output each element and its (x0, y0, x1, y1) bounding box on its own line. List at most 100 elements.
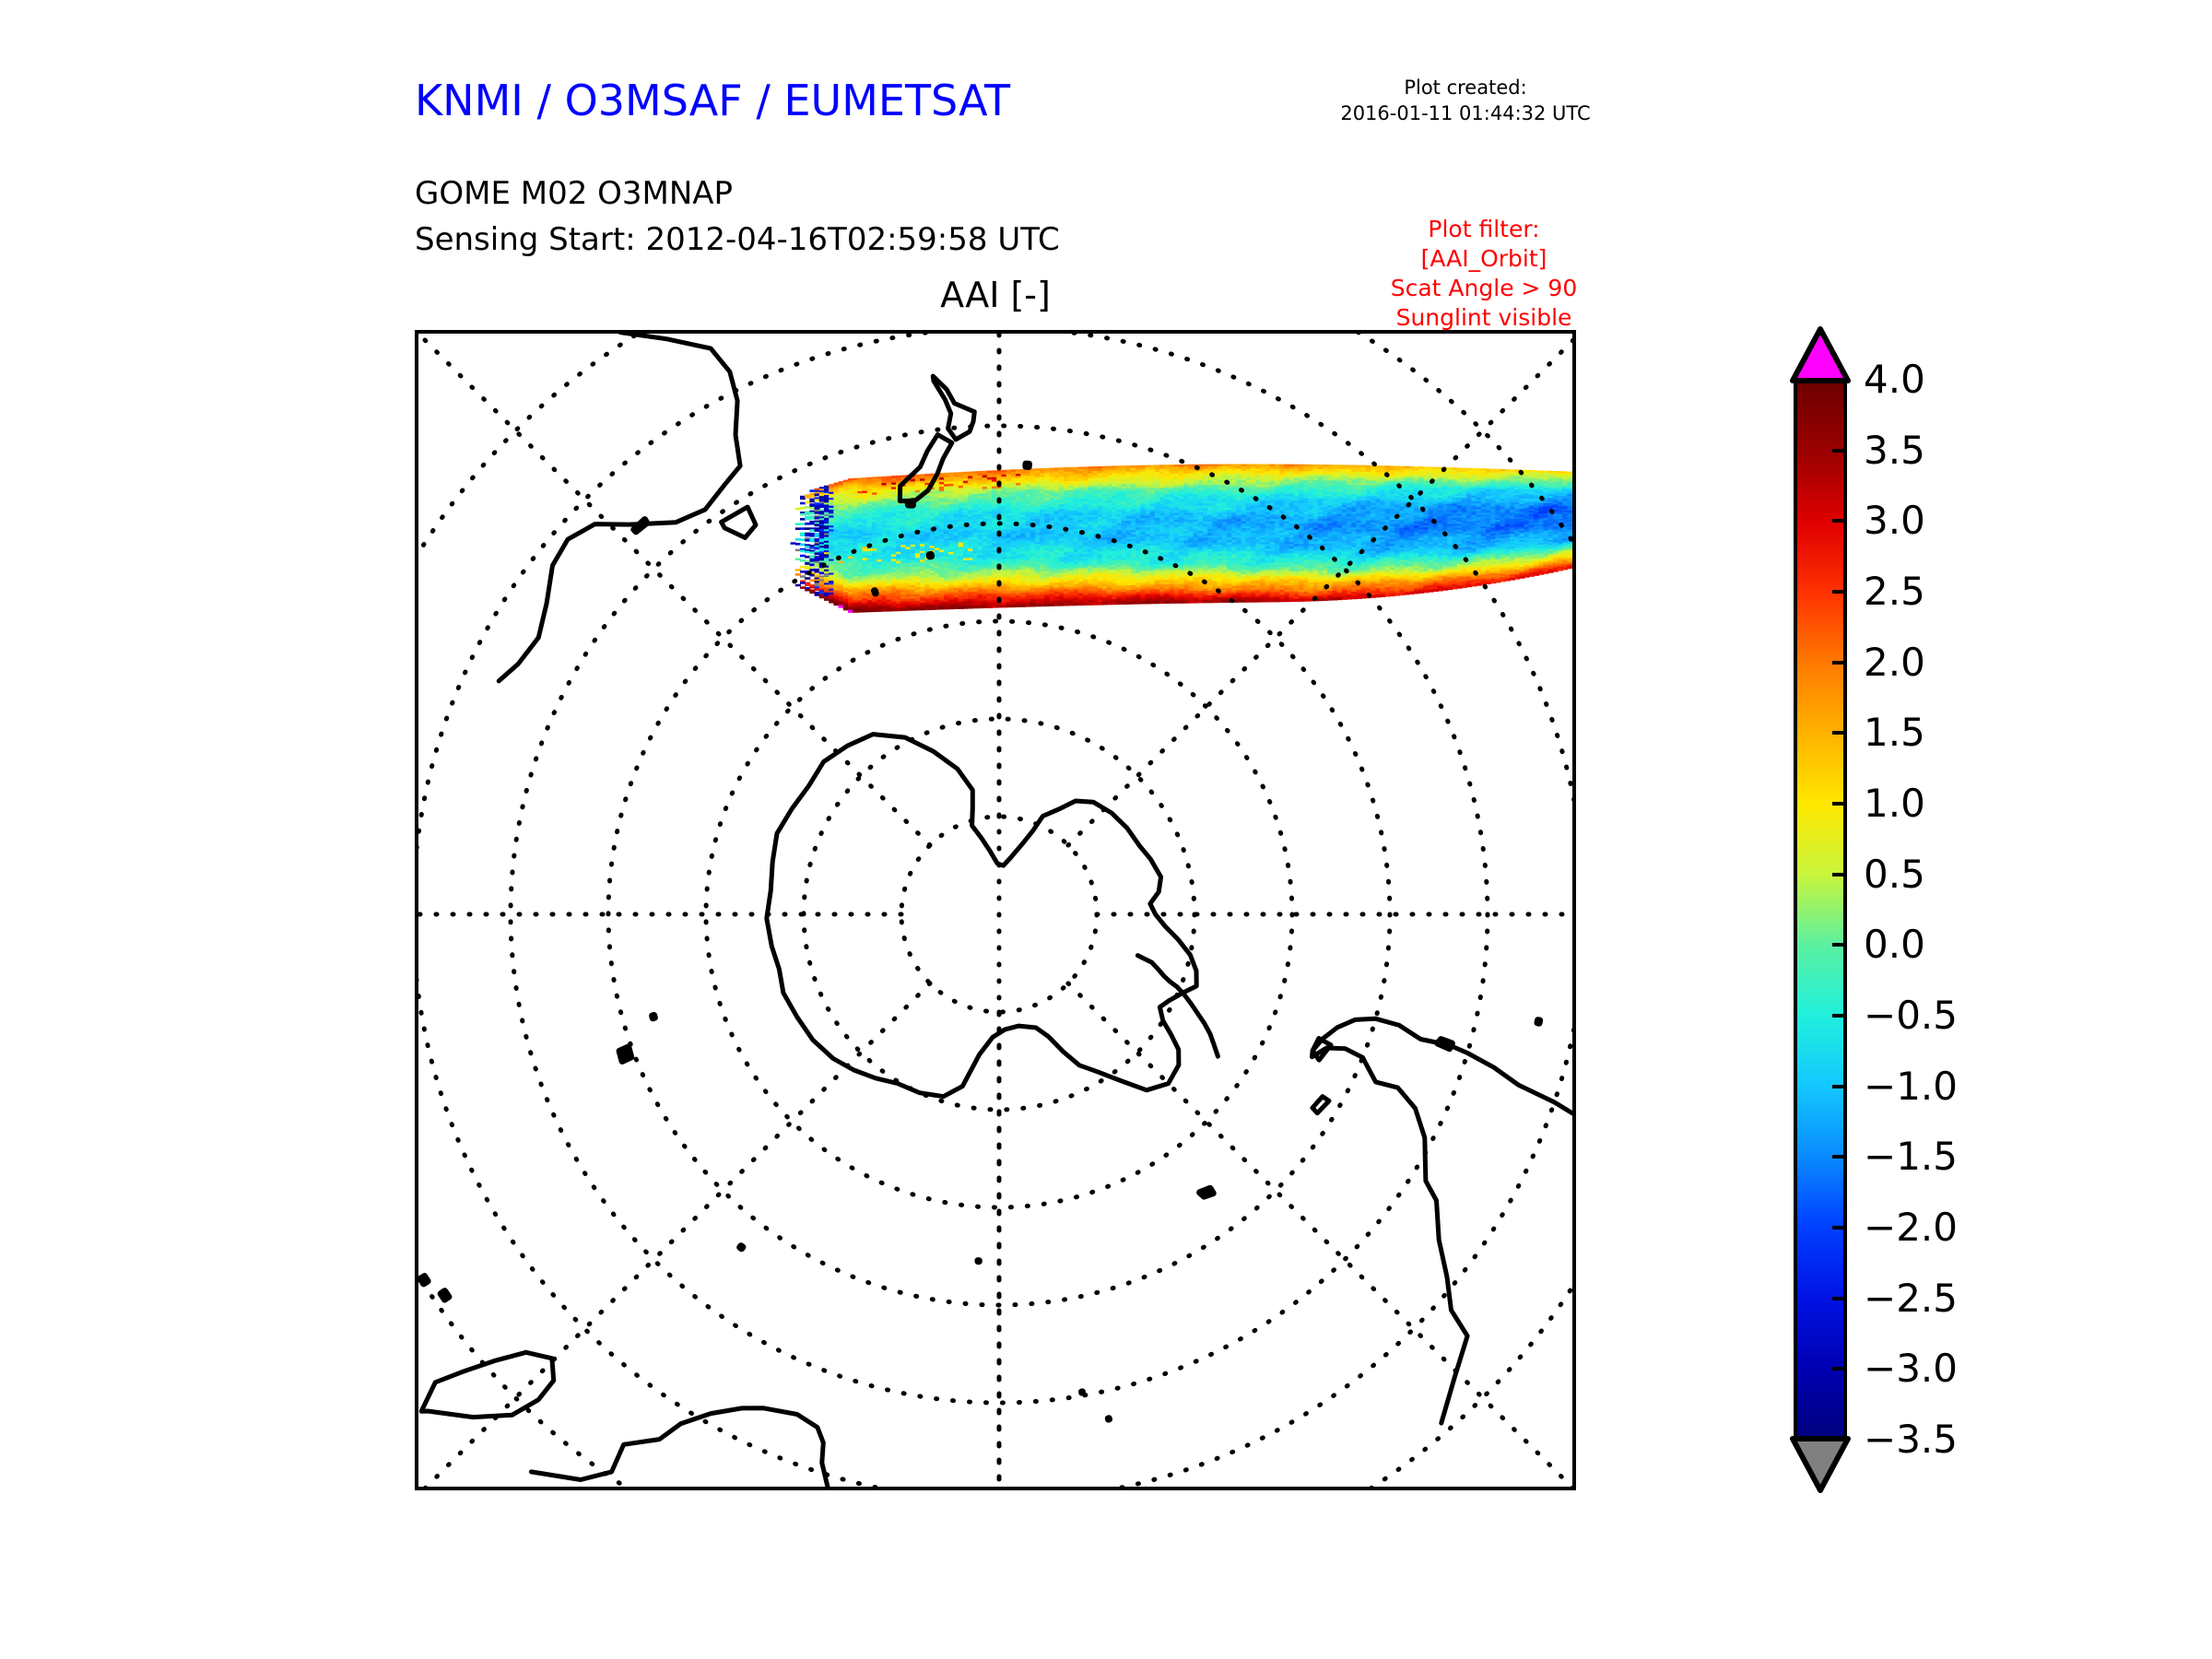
swath-cell (881, 480, 888, 485)
swath-cell (1121, 475, 1127, 478)
swath-cell (944, 570, 950, 573)
swath-cell (1116, 550, 1123, 555)
swath-cell (900, 540, 907, 544)
swath-cell (896, 529, 902, 533)
swath-cell (905, 520, 912, 524)
swath-cell (1097, 475, 1103, 479)
swath-cell (872, 548, 878, 552)
swath-cell (1149, 600, 1156, 605)
swath-cell (910, 477, 916, 480)
swath-cell (1193, 542, 1199, 547)
swath-cell (1064, 488, 1070, 491)
swath-cell (805, 587, 811, 590)
swath-cell (1197, 464, 1204, 468)
swath-cell (1053, 564, 1060, 568)
swath-cell (842, 521, 849, 524)
swath-cell (794, 507, 801, 511)
swath-cell (842, 484, 849, 488)
swath-cell (866, 595, 873, 599)
swath-cell (805, 565, 811, 569)
swath-cell (1068, 522, 1075, 526)
swath-cell (818, 522, 825, 525)
swath-cell (920, 548, 926, 552)
swath-cell (1125, 475, 1132, 478)
swath-cell (1034, 576, 1041, 580)
swath-cell (1049, 594, 1055, 597)
swath-cell (982, 580, 988, 583)
swath-cell (992, 568, 998, 572)
swath-cell (1044, 564, 1051, 568)
swath-cell (1155, 483, 1161, 487)
swath-cell (972, 480, 979, 484)
swath-cell (1044, 541, 1051, 545)
swath-cell (1006, 520, 1012, 524)
swath-cell (958, 503, 964, 507)
swath-cell (800, 565, 806, 569)
swath-cell (1068, 485, 1075, 489)
swath-cell (1083, 582, 1089, 585)
swath-cell (866, 524, 873, 528)
swath-cell (1040, 587, 1046, 591)
swath-cell (977, 516, 983, 520)
swath-cell (838, 569, 844, 572)
swath-cell (1068, 589, 1075, 593)
swath-cell (857, 589, 864, 593)
swath-cell (977, 592, 983, 595)
swath-cell (1107, 468, 1113, 472)
swath-cell (1001, 488, 1007, 491)
swath-cell (1112, 521, 1118, 524)
swath-cell (938, 545, 945, 549)
swath-cell (920, 566, 926, 571)
swath-cell (842, 523, 849, 526)
swath-cell (1064, 511, 1070, 514)
swath-cell (824, 487, 830, 490)
swath-cell (1145, 477, 1151, 480)
swath-cell (1101, 493, 1108, 498)
swath-cell (1145, 520, 1151, 524)
swath-cell (1203, 503, 1209, 507)
swath-cell (881, 571, 888, 574)
swath-cell (1088, 482, 1094, 486)
swath-cell (1140, 575, 1147, 579)
swath-cell (1125, 555, 1132, 559)
swath-cell (1097, 558, 1103, 562)
swath-cell (1107, 562, 1113, 566)
swath-cell (1058, 477, 1065, 480)
swath-cell (996, 574, 1003, 579)
swath-cell (1077, 579, 1084, 583)
swath-cell (1006, 497, 1012, 500)
swath-cell (1010, 597, 1017, 601)
swath-cell (848, 585, 854, 589)
swath-cell (877, 577, 883, 581)
swath-cell (982, 535, 988, 538)
swath-cell (1116, 535, 1123, 538)
swath-cell (1140, 555, 1147, 559)
swath-cell (1197, 568, 1204, 571)
swath-cell (1034, 539, 1041, 543)
swath-cell (1145, 511, 1151, 514)
swath-cell (877, 583, 883, 588)
swath-cell (1140, 592, 1147, 595)
swath-cell (1169, 489, 1175, 493)
swath-cell (1155, 552, 1161, 556)
swath-cell (1097, 516, 1103, 521)
swath-cell (818, 590, 825, 594)
swath-cell (1203, 489, 1209, 493)
swath-cell (1097, 562, 1103, 567)
swath-cell (900, 587, 907, 591)
swath-cell (842, 503, 849, 507)
swath-cell (1016, 512, 1022, 516)
swath-cell (1131, 495, 1137, 499)
swath-cell (1001, 543, 1007, 547)
swath-cell (1068, 531, 1075, 535)
swath-cell (1183, 551, 1190, 556)
swath-cell (1040, 592, 1046, 595)
swath-cell (1131, 501, 1137, 506)
swath-cell (1135, 467, 1142, 471)
swath-cell (910, 490, 916, 494)
swath-cell (1107, 484, 1113, 488)
swath-cell (1020, 476, 1027, 479)
swath-cell (953, 571, 959, 576)
map-plot-area[interactable] (415, 330, 1576, 1490)
swath-cell (938, 475, 945, 479)
